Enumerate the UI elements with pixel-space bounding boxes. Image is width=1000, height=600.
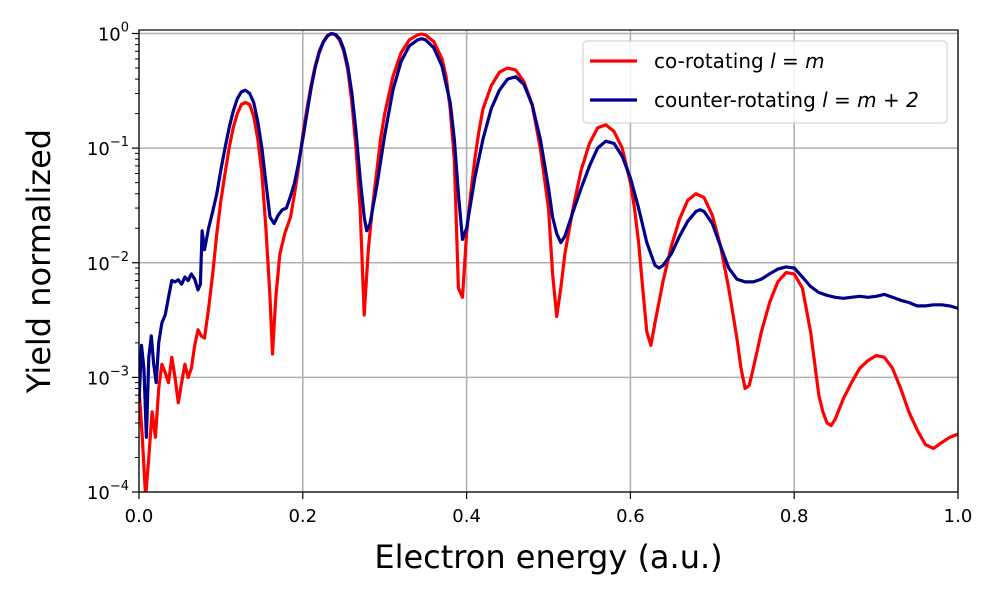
y-axis: 100 10−1 10−2 10−3 10−4 xyxy=(87,21,139,504)
legend-label-co-rotating: co-rotating l = m xyxy=(654,49,825,73)
x-axis-label: Electron energy (a.u.) xyxy=(374,538,722,576)
legend: co-rotating l = m counter-rotating l = m… xyxy=(582,40,948,124)
legend-box xyxy=(582,40,948,124)
x-tick-label: 0.8 xyxy=(780,506,809,527)
legend-label-counter-rotating: counter-rotating l = m + 2 xyxy=(654,88,919,112)
x-tick-label: 0.2 xyxy=(288,506,317,527)
y-tick-label: 10−3 xyxy=(87,364,129,389)
x-tick-label: 0.6 xyxy=(616,506,645,527)
y-tick-label: 10−4 xyxy=(87,479,129,504)
y-axis-label: Yield normalized xyxy=(20,129,58,394)
series-layer xyxy=(139,31,958,492)
y-tick-label: 100 xyxy=(98,21,129,46)
plot-frame xyxy=(138,29,959,493)
y-tick-label: 10−2 xyxy=(87,250,129,275)
x-tick-label: 0.4 xyxy=(452,506,481,527)
x-tick-label: 1.0 xyxy=(944,506,973,527)
x-axis: 0.0 0.2 0.4 0.6 0.8 1.0 xyxy=(125,492,973,527)
x-tick-label: 0.0 xyxy=(125,506,154,527)
y-tick-label: 10−1 xyxy=(87,135,129,160)
series-line-counter-rotating xyxy=(139,31,958,439)
